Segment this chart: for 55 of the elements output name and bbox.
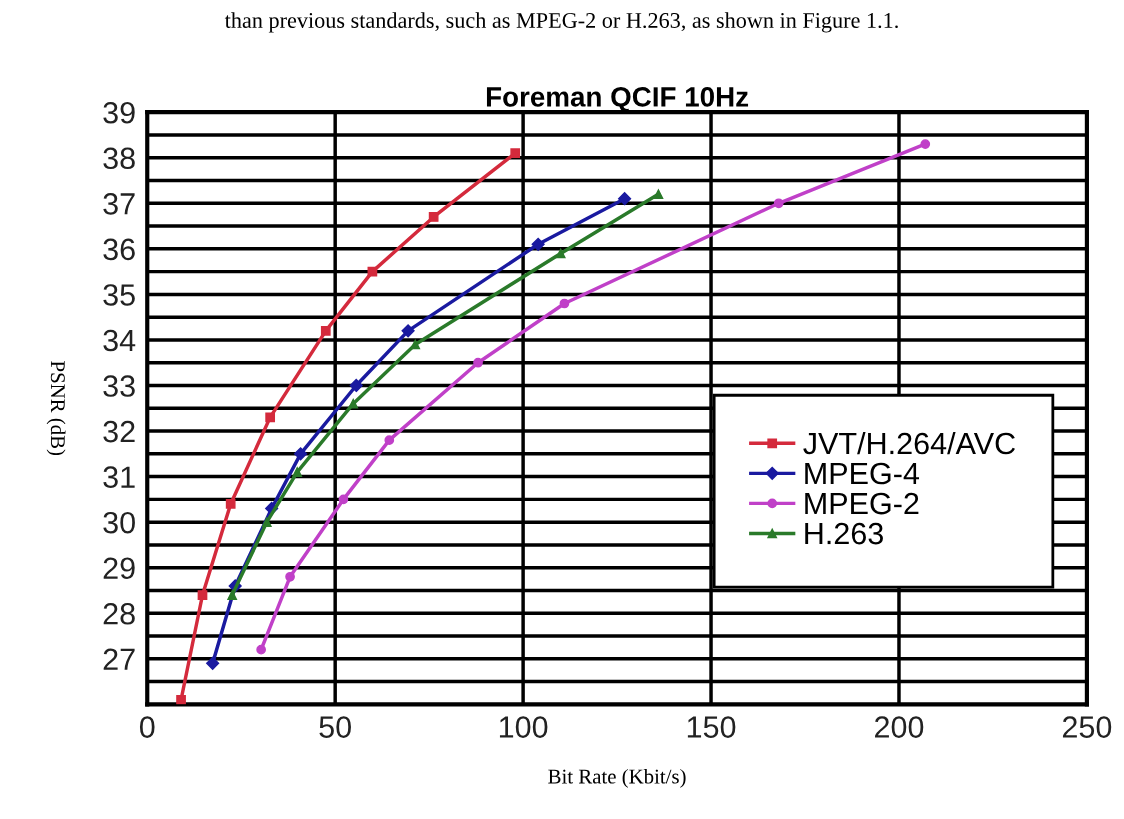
point — [653, 189, 664, 200]
point — [261, 517, 272, 528]
point — [401, 324, 415, 338]
point — [920, 139, 931, 149]
y-axis-title: PSNR (dB) — [46, 361, 66, 456]
point — [197, 590, 208, 600]
legend-label: MPEG-2 — [805, 492, 919, 515]
point — [225, 499, 236, 509]
x-tick-label: 50 — [319, 716, 351, 738]
point — [294, 447, 308, 461]
legend-label: JVT/H.264/AVC — [803, 431, 1016, 455]
x-tick-label: 0 — [139, 716, 155, 738]
text: than previous standards, such as MPEG-2 or H.263, as shown in Figure 1.1. — [224, 12, 898, 33]
point — [773, 198, 784, 209]
x-tick-label: 200 — [875, 716, 924, 738]
y-tick-label: 31 — [103, 466, 135, 488]
y-tick-label: 32 — [103, 420, 135, 443]
point — [410, 339, 421, 350]
point — [292, 467, 303, 477]
point — [384, 435, 395, 446]
y-tick-label: 34 — [103, 329, 136, 352]
y-tick-label: 38 — [103, 147, 135, 170]
point — [285, 571, 295, 582]
y-tick-label: 39 — [103, 101, 135, 124]
x-axis-title: Bit Rate (Kbit/s) — [548, 768, 686, 788]
point — [227, 590, 238, 600]
y-tick-label: 29 — [103, 557, 135, 580]
point — [559, 298, 570, 309]
point — [555, 248, 566, 259]
point — [473, 357, 483, 368]
x-tick-label: 100 — [499, 716, 548, 738]
point — [428, 212, 439, 222]
x-tick-label: 150 — [687, 716, 736, 738]
y-tick-label: 27 — [103, 648, 135, 670]
y-tick-label: 36 — [103, 238, 135, 261]
point — [320, 325, 331, 336]
y-tick-label: 28 — [103, 602, 135, 625]
point — [265, 412, 276, 423]
point — [256, 644, 266, 655]
chart-title: Foreman QCIF 10Hz — [486, 87, 749, 112]
point — [206, 656, 220, 670]
point — [349, 378, 363, 393]
x-tick-label: 250 — [1062, 716, 1112, 738]
point — [618, 192, 632, 206]
point — [338, 494, 349, 505]
point — [510, 148, 521, 159]
y-tick-label: 30 — [103, 511, 135, 534]
point — [531, 237, 545, 251]
y-tick-label: 37 — [103, 193, 135, 215]
legend-label: MPEG-4 — [805, 462, 920, 485]
point — [348, 398, 359, 409]
y-tick-label: 35 — [103, 284, 135, 306]
legend-label: H.263 — [805, 522, 883, 545]
point — [176, 694, 186, 705]
y-tick-label: 33 — [103, 375, 135, 397]
